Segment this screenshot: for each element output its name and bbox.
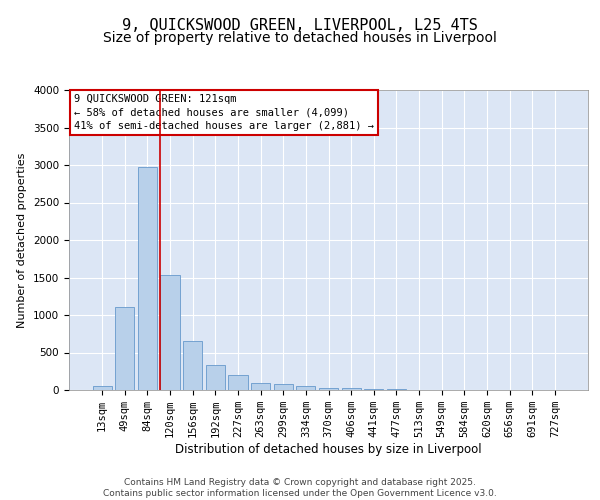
X-axis label: Distribution of detached houses by size in Liverpool: Distribution of detached houses by size … xyxy=(175,443,482,456)
Y-axis label: Number of detached properties: Number of detached properties xyxy=(17,152,28,328)
Bar xyxy=(138,166,157,390)
Text: Size of property relative to detached houses in Liverpool: Size of property relative to detached ho… xyxy=(103,31,497,45)
Bar xyxy=(92,386,112,390)
Bar xyxy=(115,306,134,390)
Bar xyxy=(160,275,180,390)
Text: 9, QUICKSWOOD GREEN, LIVERPOOL, L25 4TS: 9, QUICKSWOOD GREEN, LIVERPOOL, L25 4TS xyxy=(122,18,478,32)
Bar xyxy=(229,375,248,390)
Bar xyxy=(319,388,338,390)
Bar xyxy=(206,365,225,390)
Text: 9 QUICKSWOOD GREEN: 121sqm
← 58% of detached houses are smaller (4,099)
41% of s: 9 QUICKSWOOD GREEN: 121sqm ← 58% of deta… xyxy=(74,94,374,131)
Bar xyxy=(251,382,270,390)
Bar xyxy=(274,384,293,390)
Bar xyxy=(296,386,316,390)
Bar xyxy=(387,389,406,390)
Bar xyxy=(364,388,383,390)
Bar xyxy=(183,341,202,390)
Text: Contains HM Land Registry data © Crown copyright and database right 2025.
Contai: Contains HM Land Registry data © Crown c… xyxy=(103,478,497,498)
Bar xyxy=(341,388,361,390)
